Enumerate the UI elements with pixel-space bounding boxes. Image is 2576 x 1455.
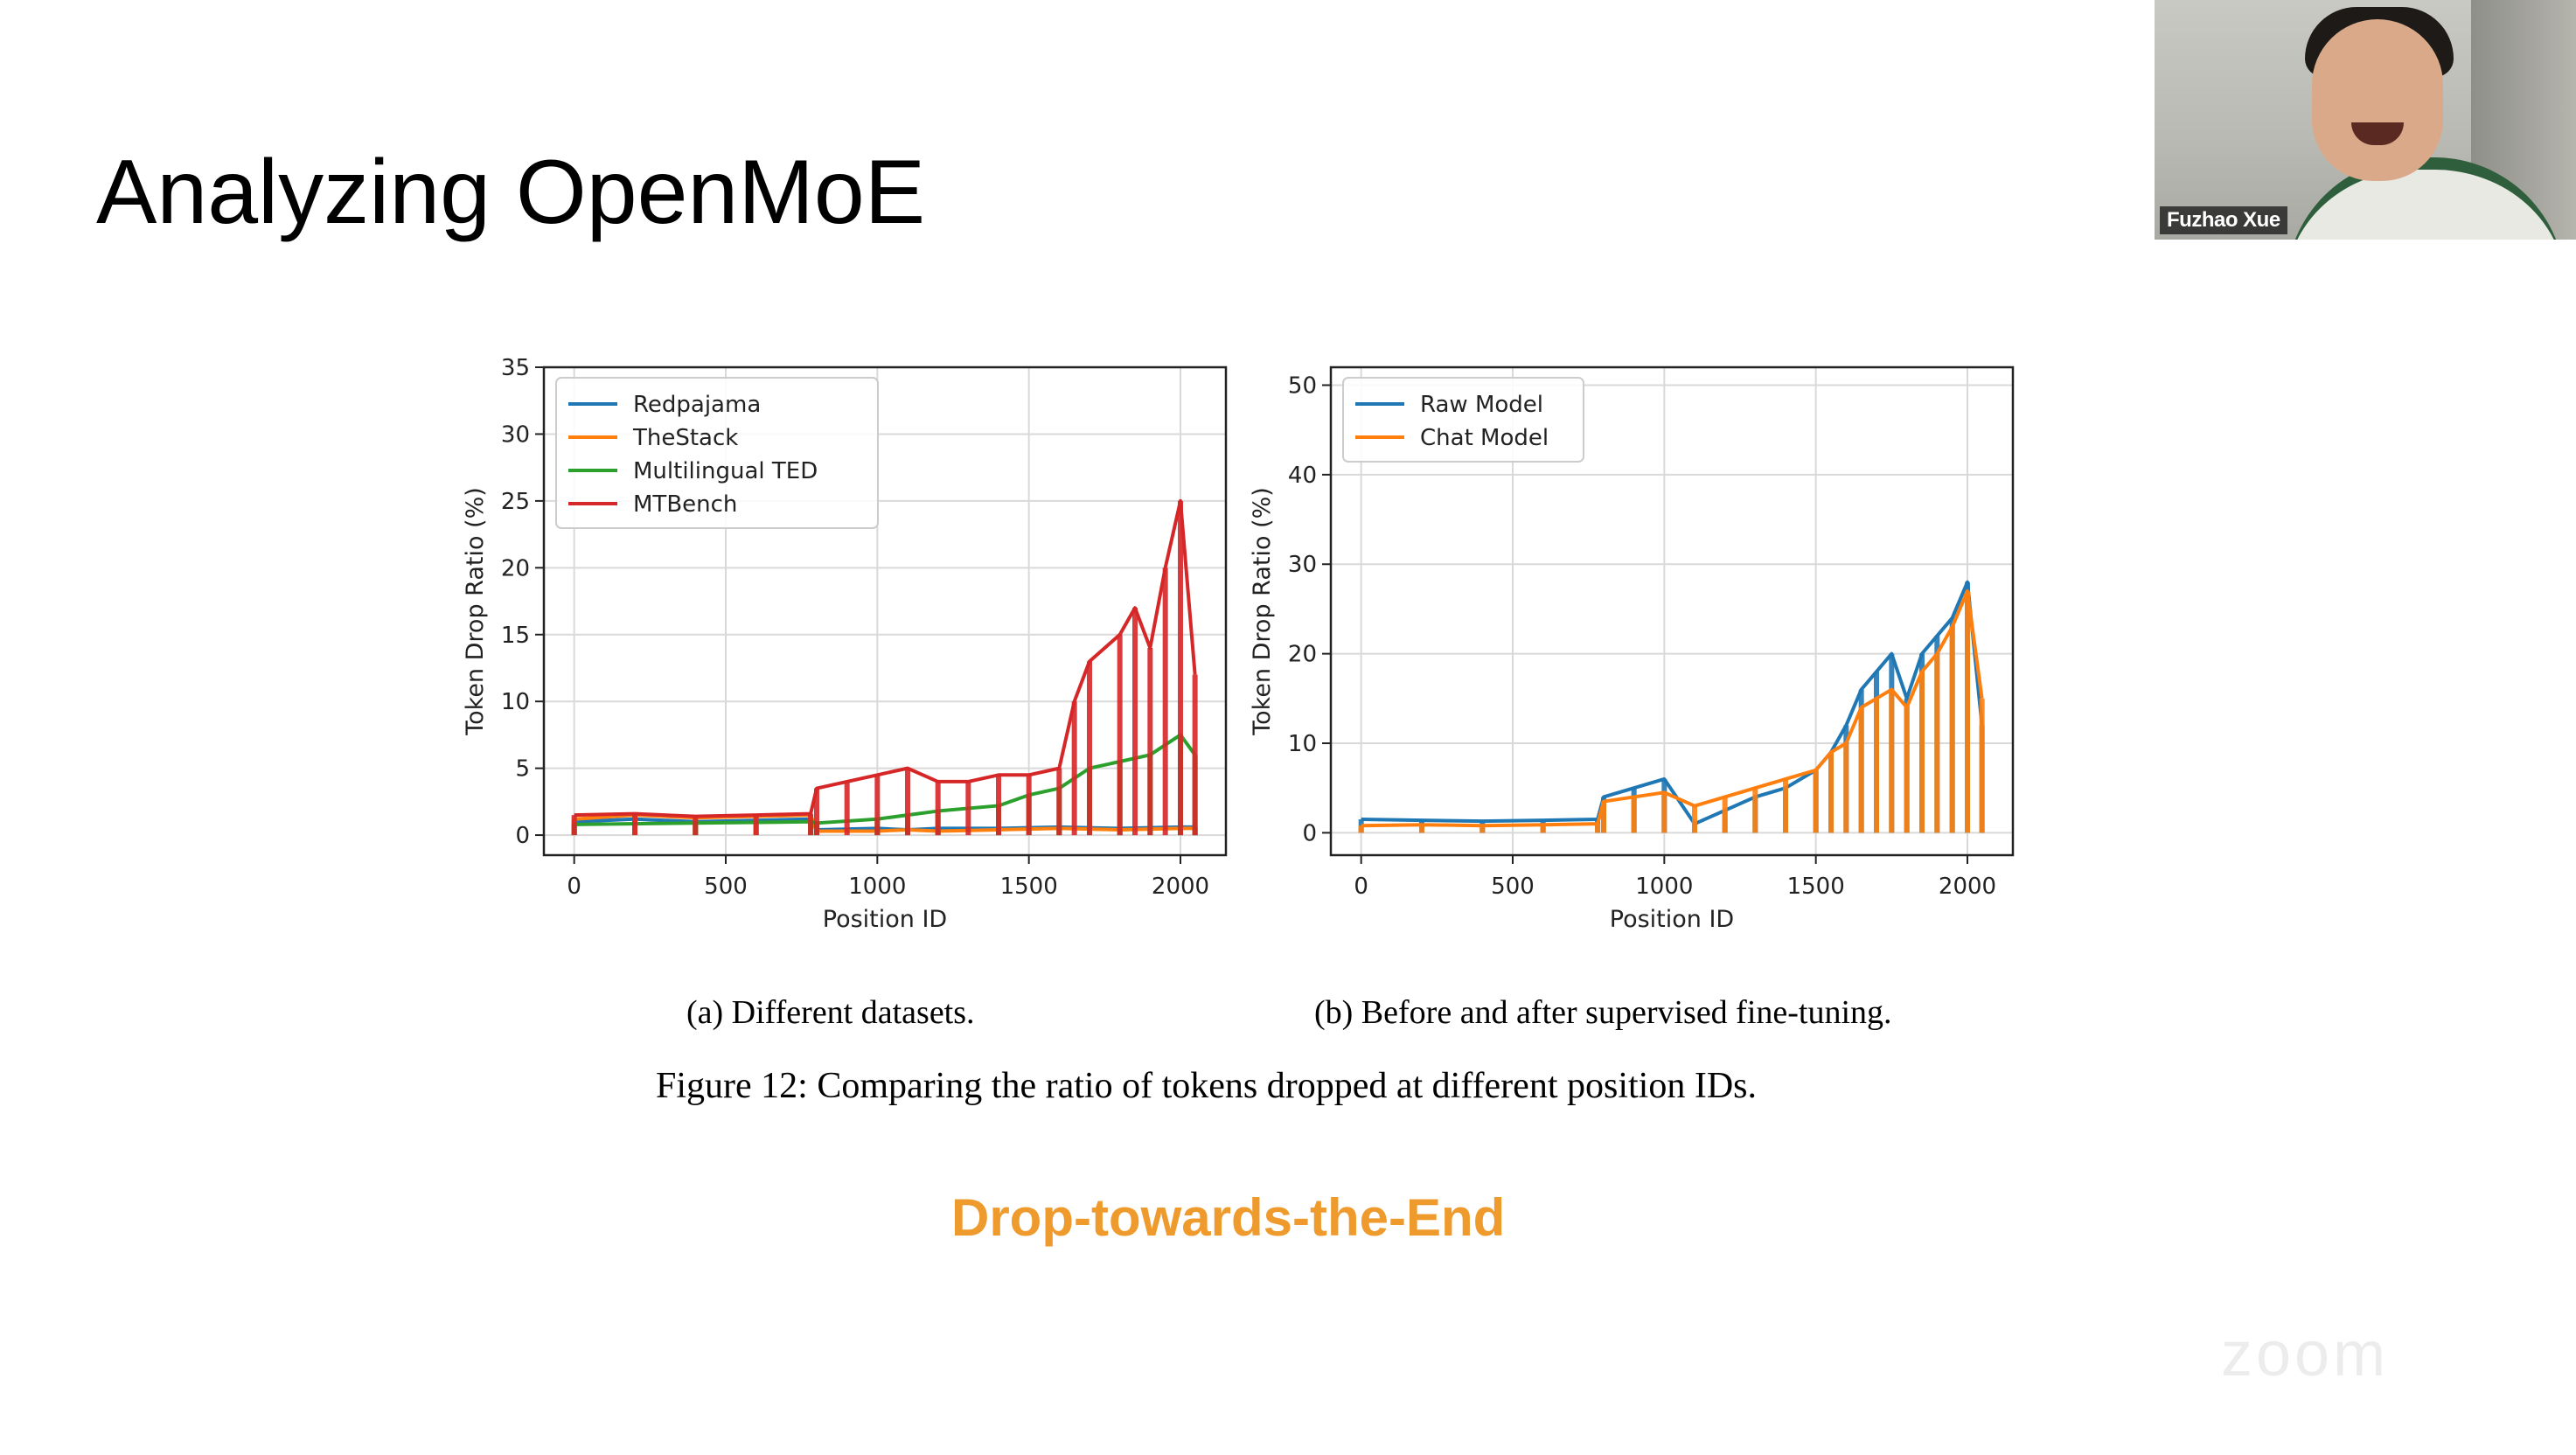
y-tick-label: 35 [501, 355, 530, 381]
x-axis-label: Position ID [1610, 906, 1734, 933]
legend-entry: Chat Model [1420, 425, 1549, 451]
plot-frame [1329, 365, 2015, 857]
x-tick-label: 1000 [848, 874, 906, 900]
x-tick-label: 1500 [1000, 874, 1058, 900]
x-tick-label: 1500 [1787, 874, 1845, 900]
plot-frame [542, 365, 1228, 857]
legend-entry: TheStack [632, 425, 738, 451]
highlight-text: Drop-towards-the-End [951, 1188, 1506, 1247]
x-tick-label: 500 [704, 874, 748, 900]
legend-entry: MTBench [633, 491, 737, 518]
subfigure-caption-b: (b) Before and after supervised fine-tun… [1314, 994, 1892, 1031]
y-tick-label: 0 [515, 823, 530, 849]
y-tick-label: 10 [1288, 731, 1317, 757]
x-tick-label: 2000 [1152, 874, 1209, 900]
x-tick-label: 1000 [1635, 874, 1693, 900]
y-tick-label: 5 [515, 756, 530, 783]
y-tick-label: 25 [501, 489, 530, 515]
legend-entry: Multilingual TED [633, 458, 818, 484]
subfigure-caption-a: (a) Different datasets. [686, 994, 975, 1031]
y-axis-label: Token Drop Ratio (%) [1249, 487, 1276, 736]
y-tick-label: 20 [501, 555, 530, 581]
y-tick-label: 15 [501, 623, 530, 649]
legend-entry: Redpajama [633, 392, 761, 418]
series-line-0 [1361, 580, 1984, 826]
y-tick-label: 30 [501, 421, 530, 448]
legend-box [555, 377, 879, 529]
y-tick-label: 10 [501, 689, 530, 715]
chart-supervised-fine-tuning: 0 500 1000 1500 2000 0 10 20 30 40 50 Position ID To… [1249, 365, 2015, 933]
y-tick-label: 0 [1302, 820, 1317, 846]
slide-title: Analyzing OpenMoE [96, 142, 926, 243]
figure-caption: Figure 12: Comparing the ratio of tokens… [656, 1066, 1757, 1106]
x-tick-label: 2000 [1939, 874, 1996, 900]
series-line-3 [574, 498, 1197, 818]
series-line-1 [1361, 588, 1984, 828]
webcam-person-head [2312, 19, 2443, 181]
y-tick-label: 20 [1288, 642, 1317, 668]
y-tick-label: 50 [1288, 372, 1317, 399]
y-tick-label: 40 [1288, 463, 1317, 489]
webcam-video-tile[interactable]: Fuzhao Xue [2155, 0, 2576, 240]
legend-box [1342, 377, 1584, 463]
chart-different-datasets: 0 500 1000 1500 2000 0 5 10 15 20 25 30 35 Position I… [462, 355, 1228, 933]
x-axis-label: Position ID [823, 906, 947, 933]
zoom-watermark: zoom [2221, 1319, 2390, 1389]
y-axis-label: Token Drop Ratio (%) [462, 487, 489, 736]
x-tick-label: 0 [567, 874, 581, 900]
participant-name-label: Fuzhao Xue [2160, 206, 2287, 234]
legend-entry: Raw Model [1420, 392, 1543, 418]
x-tick-label: 0 [1354, 874, 1368, 900]
series-line-2 [574, 733, 1197, 826]
x-tick-label: 500 [1491, 874, 1535, 900]
y-tick-label: 30 [1288, 552, 1317, 578]
